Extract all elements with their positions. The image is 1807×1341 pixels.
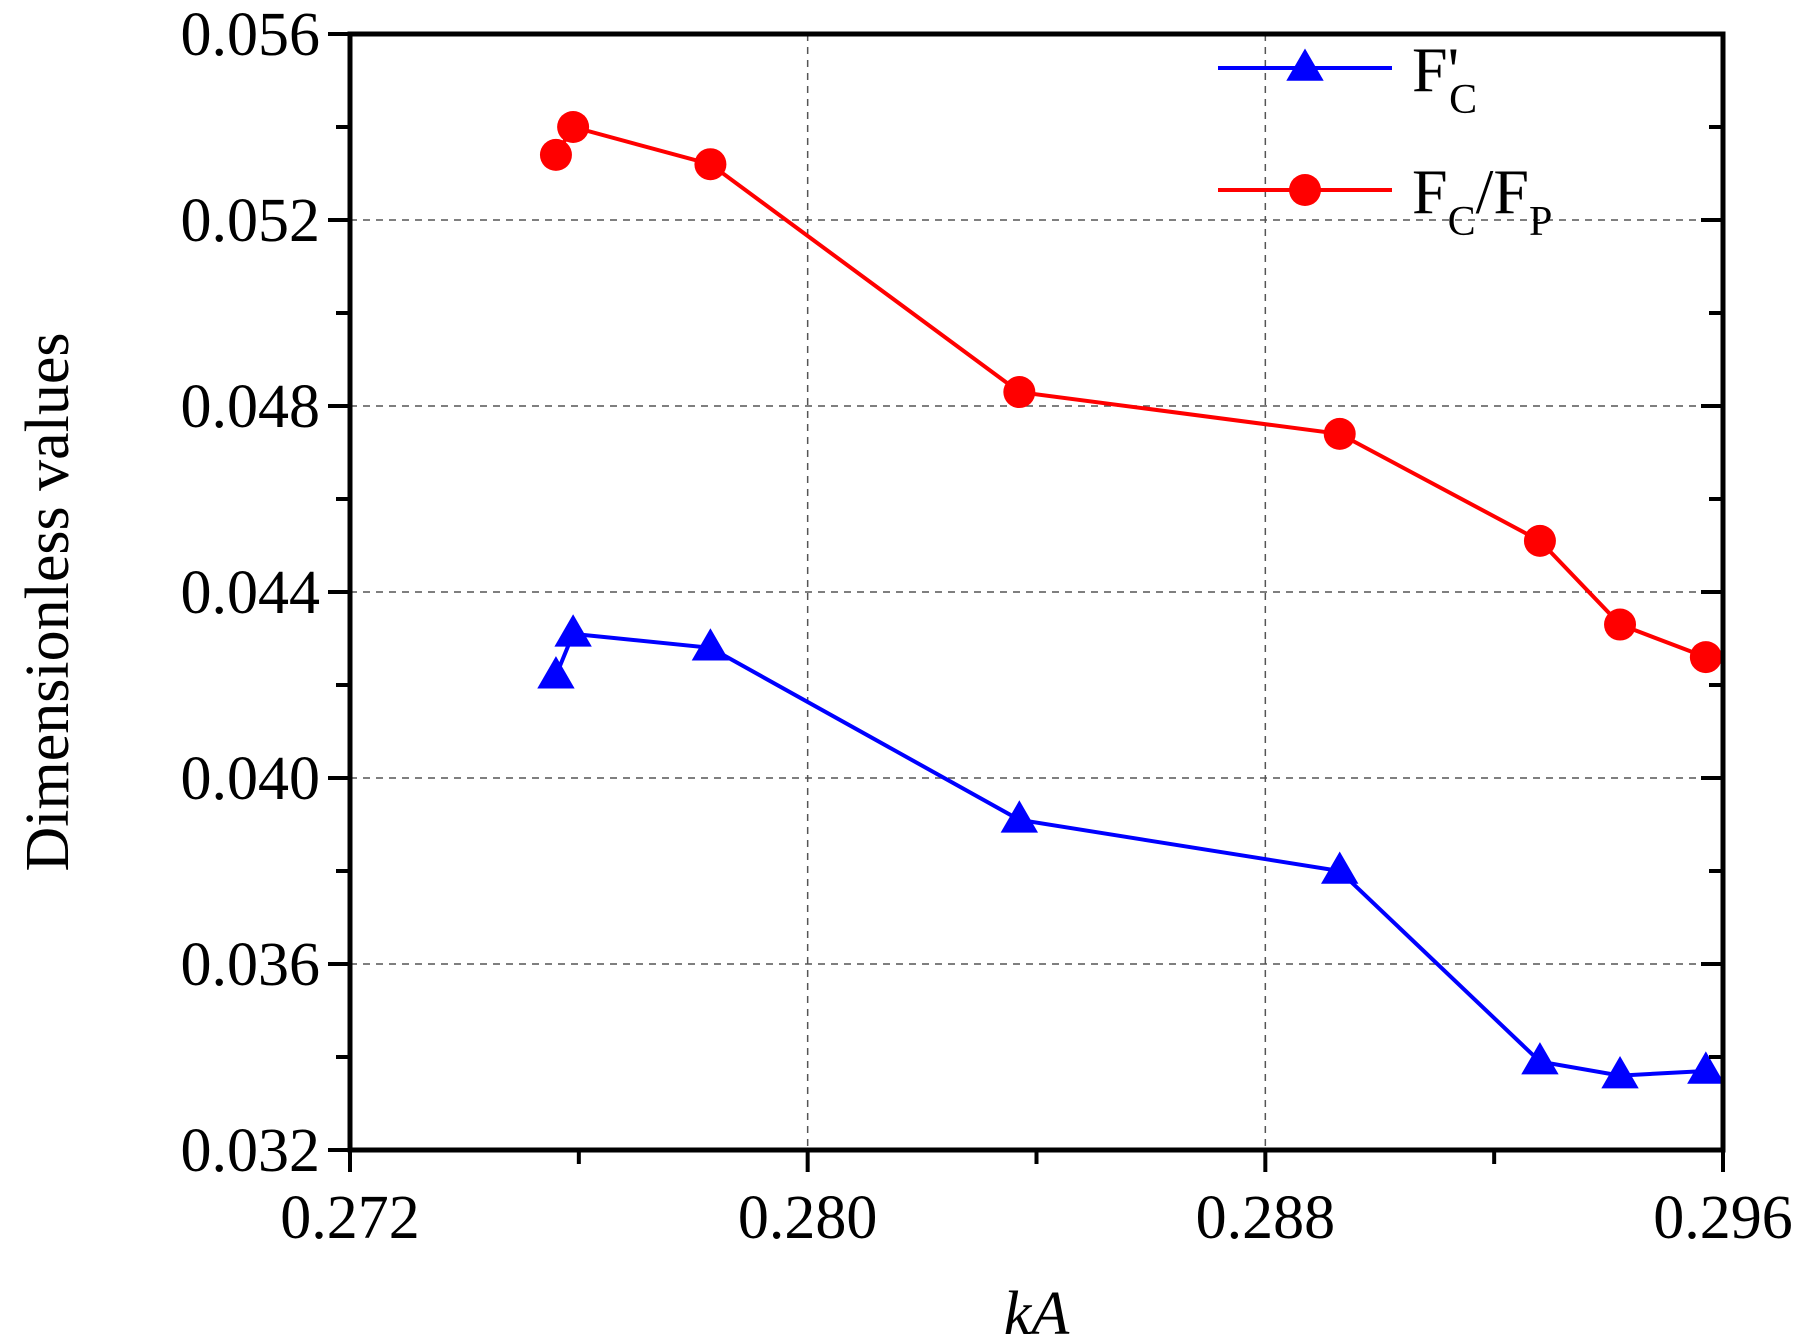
x-tick-label: 0.280 <box>738 1184 878 1252</box>
data-point-triangle <box>1000 800 1039 833</box>
legend-entry: FC/FP <box>1218 156 1552 245</box>
y-tick-label: 0.052 <box>181 187 321 255</box>
y-tick-label: 0.048 <box>181 373 321 441</box>
data-point-triangle <box>1687 1051 1725 1084</box>
data-point-circle <box>557 111 590 143</box>
legend-label: F'C <box>1412 34 1477 123</box>
series-fc-over-fp <box>539 111 1722 674</box>
axis-ticks <box>328 32 1725 1172</box>
y-tick-label: 0.032 <box>181 1117 321 1185</box>
data-point-circle <box>1289 174 1321 206</box>
grid-lines <box>350 34 1723 1150</box>
y-axis-title: Dimensionless values <box>14 333 82 872</box>
y-tick-label: 0.036 <box>181 931 321 999</box>
data-point-circle <box>694 148 727 181</box>
tick-labels: 0.272 0.280 0.288 0.296 0.032 0.036 0.040 0.044… <box>181 1 1793 1252</box>
data-point-triangle <box>1321 851 1359 884</box>
data-point-circle <box>539 138 572 171</box>
data-point-triangle <box>537 656 575 689</box>
data-point-triangle <box>554 614 592 647</box>
series-line <box>554 631 1706 1078</box>
data-point-triangle <box>691 628 730 661</box>
x-tick-label: 0.288 <box>1196 1184 1336 1252</box>
legend: F'C FC/FP <box>1218 34 1552 245</box>
series-line <box>554 124 1707 659</box>
data-point-circle <box>1323 417 1356 450</box>
data-point-circle <box>1689 641 1722 674</box>
x-tick-label: 0.272 <box>280 1184 420 1252</box>
x-axis-title: kA <box>1004 1280 1071 1341</box>
data-point-triangle <box>1601 1056 1639 1089</box>
data-point-circle <box>1003 376 1036 409</box>
data-point-triangle <box>1521 1042 1559 1075</box>
y-tick-label: 0.044 <box>181 559 321 627</box>
data-point-circle <box>1523 524 1556 557</box>
y-tick-label: 0.040 <box>181 745 321 813</box>
data-point-circle <box>1604 608 1637 641</box>
legend-label: FC/FP <box>1412 156 1552 245</box>
x-tick-label: 0.296 <box>1653 1184 1793 1252</box>
y-tick-label: 0.056 <box>181 1 321 69</box>
series-layer <box>537 111 1725 1089</box>
series-fc-prime <box>537 614 1725 1089</box>
legend-entry: F'C <box>1218 34 1477 123</box>
data-point-triangle <box>1286 48 1324 81</box>
